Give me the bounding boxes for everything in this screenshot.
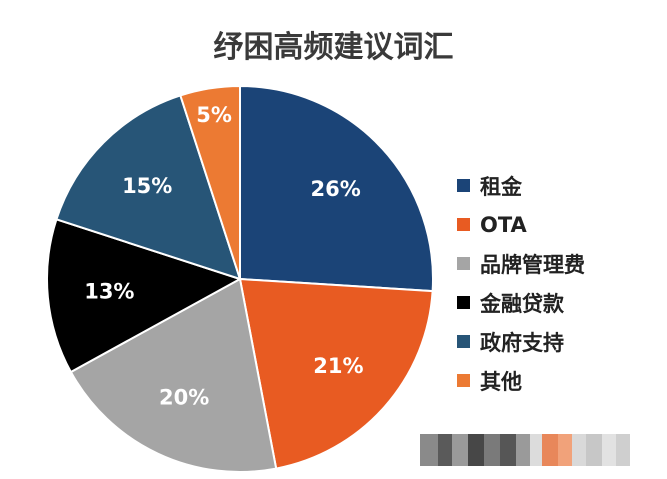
legend-item-loan: 金融贷款 <box>457 283 585 322</box>
legend-label: 租金 <box>480 174 522 199</box>
pie-slice-2 <box>69 277 278 473</box>
legend-item-other: 其他 <box>457 361 585 400</box>
legend-swatch <box>457 179 470 192</box>
pie-label-2: 20% <box>159 386 209 410</box>
legend-item-gov-support: 政府支持 <box>457 322 585 361</box>
legend-swatch <box>457 257 470 270</box>
legend-label: 品牌管理费 <box>480 252 585 277</box>
legend-item-rent: 租金 <box>457 166 585 205</box>
legend-item-ota: OTA <box>457 205 585 244</box>
legend-swatch <box>457 218 470 231</box>
pie-label-1: 21% <box>313 354 363 378</box>
chart-title: 纾困高频建议词汇 <box>213 30 454 65</box>
pie-label-3: 13% <box>84 279 134 303</box>
pie-slice-5 <box>179 84 241 280</box>
pie-slice-4 <box>55 94 242 281</box>
pie-slice-0 <box>239 84 434 293</box>
legend-swatch <box>457 296 470 309</box>
pie-slice-3 <box>46 218 243 374</box>
legend-label: 金融贷款 <box>480 291 564 316</box>
blurred-watermark <box>420 434 660 466</box>
legend-label: 政府支持 <box>480 330 564 355</box>
legend: 租金 OTA 品牌管理费 金融贷款 政府支持 其他 <box>457 166 585 400</box>
legend-swatch <box>457 374 470 387</box>
pie-label-5: 5% <box>196 103 232 127</box>
legend-item-brand-fee: 品牌管理费 <box>457 244 585 283</box>
pie-label-4: 15% <box>122 174 172 198</box>
legend-label: 其他 <box>480 369 522 394</box>
legend-label: OTA <box>480 212 527 237</box>
legend-swatch <box>457 335 470 348</box>
pie-slice-1 <box>238 277 434 470</box>
pie-label-0: 26% <box>311 177 361 201</box>
